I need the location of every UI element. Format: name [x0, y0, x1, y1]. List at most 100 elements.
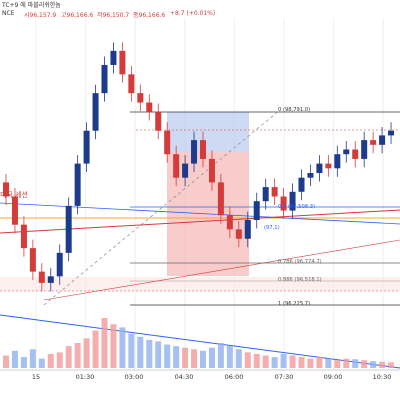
- candle-up: [244, 219, 251, 239]
- volume-bar: [208, 347, 215, 368]
- volume-bar: [164, 344, 171, 368]
- volume-bar: [155, 341, 162, 368]
- volume-bar: [3, 355, 9, 368]
- volume-bar: [253, 353, 260, 368]
- volume-bar: [325, 358, 332, 368]
- volume-bar: [289, 355, 296, 368]
- volume-bar: [110, 324, 117, 368]
- candle-up: [191, 140, 198, 164]
- candle-down: [271, 187, 278, 197]
- candle-up: [83, 130, 90, 164]
- volume-bar: [74, 343, 81, 368]
- candle-up: [182, 163, 189, 178]
- symbol-title: TC+9 에 파블리쉬한놈: [2, 2, 61, 9]
- volume-bar: [262, 355, 269, 368]
- candle-up: [92, 93, 99, 131]
- volume-bar: [137, 336, 144, 368]
- candle-up: [74, 163, 81, 206]
- candle-up: [56, 252, 63, 277]
- volume-bar: [173, 346, 180, 368]
- candle-down: [119, 50, 126, 75]
- volume-bar: [334, 360, 341, 368]
- candle-up: [101, 64, 108, 94]
- volume-trendline: [0, 314, 400, 369]
- long-position-box: [167, 112, 249, 152]
- candle-down: [29, 248, 36, 272]
- volume-bar: [271, 357, 278, 368]
- volume-bar: [11, 350, 18, 368]
- x-tick-2: 03:00: [124, 373, 144, 381]
- candle-down: [217, 182, 224, 216]
- volume-bar: [101, 318, 108, 368]
- volume-bar: [352, 359, 359, 368]
- candle-down: [3, 182, 9, 197]
- candle-down: [11, 196, 18, 225]
- candle-down: [164, 130, 171, 155]
- candle-down: [146, 102, 153, 112]
- candle-down: [370, 140, 377, 145]
- volume-bar: [92, 330, 99, 368]
- fib-label-0: 0 (98,791.0): [278, 107, 311, 113]
- volume-bar: [226, 346, 233, 368]
- volume-bar: [280, 353, 287, 368]
- volume-bar: [200, 350, 206, 368]
- candle-up: [65, 205, 72, 253]
- volume-bar: [128, 333, 135, 368]
- ohlc-open: 시96,157.9: [24, 12, 57, 19]
- exchange-label: NCE: [2, 10, 15, 17]
- candle-down: [352, 149, 359, 159]
- volume-bar: [379, 361, 386, 368]
- candle-up: [253, 201, 260, 220]
- fib-label-0-618: (97,1): [264, 225, 280, 231]
- ohlc-close: 종96,166.6: [133, 12, 166, 19]
- volume-bar: [298, 357, 305, 368]
- candle-up: [316, 163, 323, 173]
- candle-up: [343, 149, 350, 155]
- candle-up: [334, 154, 341, 169]
- volume-bar: [343, 358, 350, 368]
- candle-down: [280, 196, 287, 211]
- candle-down: [200, 140, 206, 159]
- volume-bar: [20, 357, 27, 368]
- ohlc-high: 고96,166.6: [61, 12, 94, 19]
- x-tick-7: 10:30: [372, 373, 392, 381]
- volume-bar: [38, 358, 45, 368]
- candle-down: [235, 229, 242, 239]
- fib-label-0-786: 0.786 (96,774.7): [278, 259, 322, 265]
- candle-down: [155, 111, 162, 131]
- volume-bar: [235, 349, 242, 368]
- x-tick-3: 04:30: [174, 373, 194, 381]
- fib-label-0-886: 0.886 (96,518.1): [278, 277, 322, 283]
- volume-bar: [65, 346, 72, 368]
- candle-up: [289, 191, 296, 211]
- volume-bar: [316, 357, 323, 368]
- volume-bar: [119, 327, 126, 368]
- candle-down: [137, 93, 144, 103]
- fib-label-1: 1 (96,225.7): [278, 301, 311, 307]
- volume-bar: [56, 352, 63, 368]
- session-label: 미국 세션: [0, 191, 28, 199]
- x-tick-6: 09:00: [323, 373, 343, 381]
- volume-bar: [146, 339, 153, 368]
- candle-down: [208, 158, 215, 183]
- candle-down: [38, 271, 45, 283]
- candle-up: [298, 177, 305, 192]
- volume-bar: [29, 349, 36, 368]
- candle-down: [173, 154, 180, 178]
- x-tick-4: 06:00: [224, 373, 244, 381]
- x-tick-0: 15: [31, 373, 41, 381]
- ohlc-low: 저96,150.7: [97, 12, 130, 19]
- candle-up: [47, 276, 54, 283]
- candle-down: [226, 215, 233, 230]
- candle-up: [361, 140, 368, 159]
- trendline-rising: [43, 239, 400, 301]
- candle-up: [262, 187, 269, 202]
- candle-down: [20, 224, 27, 249]
- volume-bar: [370, 361, 377, 368]
- volume-bar: [47, 353, 54, 368]
- volume-bar: [191, 349, 198, 368]
- candle-up: [388, 130, 395, 136]
- x-tick-5: 07:30: [274, 373, 294, 381]
